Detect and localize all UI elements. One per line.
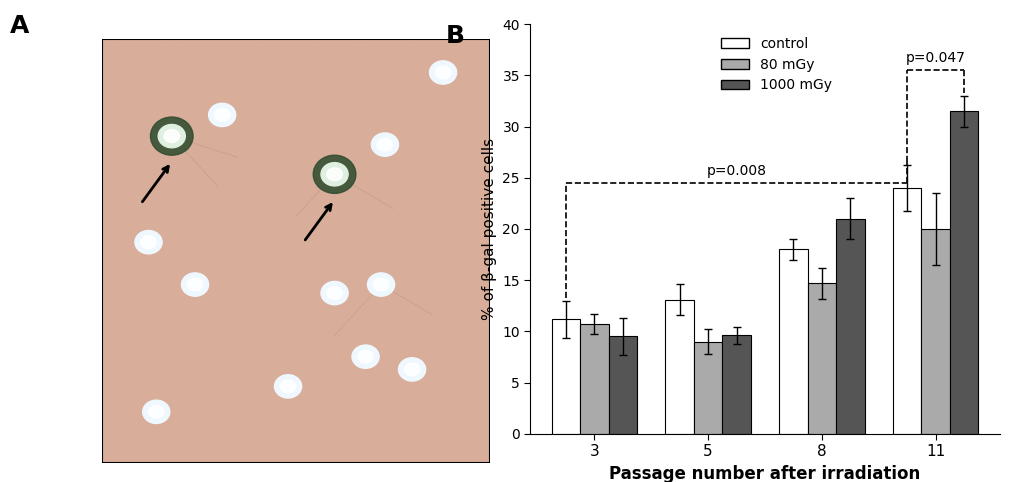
Ellipse shape [377, 138, 392, 151]
Bar [693, 342, 721, 434]
Ellipse shape [158, 124, 185, 148]
Ellipse shape [404, 363, 420, 376]
Legend: control, 80 mGy, 1000 mGy: control, 80 mGy, 1000 mGy [715, 31, 837, 98]
Bar [608, 336, 637, 434]
Bar [664, 300, 693, 434]
Ellipse shape [149, 405, 164, 418]
Ellipse shape [143, 400, 170, 424]
Ellipse shape [187, 278, 203, 291]
Ellipse shape [326, 287, 342, 299]
Y-axis label: % of β-gal positive cells: % of β-gal positive cells [481, 138, 496, 320]
Ellipse shape [280, 380, 296, 393]
Ellipse shape [371, 133, 398, 156]
Ellipse shape [141, 236, 156, 249]
Text: p=0.008: p=0.008 [706, 164, 766, 178]
Text: B: B [445, 24, 465, 48]
Ellipse shape [274, 375, 302, 398]
Bar [920, 229, 949, 434]
Ellipse shape [313, 155, 356, 193]
Text: p=0.047: p=0.047 [905, 51, 965, 65]
Bar [836, 219, 864, 434]
Bar [580, 324, 608, 434]
Ellipse shape [164, 130, 179, 143]
Ellipse shape [214, 108, 229, 121]
Ellipse shape [358, 350, 373, 363]
Bar [892, 188, 920, 434]
Ellipse shape [208, 103, 235, 127]
Ellipse shape [151, 117, 193, 155]
Ellipse shape [326, 168, 342, 181]
Ellipse shape [367, 273, 394, 296]
Ellipse shape [352, 345, 379, 368]
Text: A: A [10, 14, 30, 39]
Ellipse shape [321, 281, 347, 305]
Bar [721, 335, 750, 434]
Ellipse shape [398, 358, 425, 381]
Bar [779, 250, 807, 434]
Bar [949, 111, 977, 434]
Ellipse shape [429, 61, 457, 84]
Ellipse shape [321, 162, 347, 186]
X-axis label: Passage number after irradiation: Passage number after irradiation [608, 465, 920, 482]
Ellipse shape [135, 230, 162, 254]
Bar [807, 283, 836, 434]
Ellipse shape [373, 278, 388, 291]
Ellipse shape [435, 66, 450, 79]
Bar [551, 319, 580, 434]
Ellipse shape [181, 273, 209, 296]
